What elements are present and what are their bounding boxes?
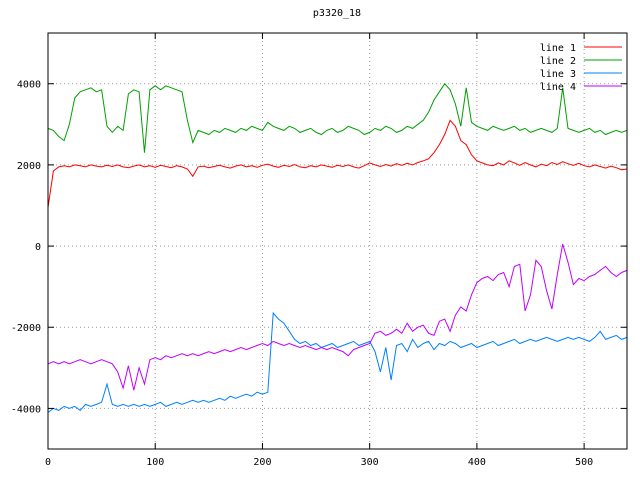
y-tick-label: -4000 [11,404,41,415]
legend-label-line-1: line 1 [540,43,576,54]
series-line-1 [47,119,628,208]
x-tick-label: 100 [146,457,164,468]
legend-label-line-3: line 3 [540,69,576,80]
y-tick-label: 2000 [17,161,41,172]
y-tick-label: 0 [35,242,41,253]
legend-label-line-4: line 4 [540,82,576,93]
y-tick-label: 4000 [17,80,41,91]
x-tick-label: 500 [575,457,593,468]
chart-title: p3320_18 [313,8,361,19]
x-tick-label: 300 [361,457,379,468]
series-group [47,82,628,413]
axis-ticks: 0 100 200 300 400 500 -4000 -2000 0 2000 4000 [11,33,627,468]
legend: line 1 line 2 line 3 line 4 [540,43,622,93]
x-tick-label: 400 [468,457,486,468]
series-line-4 [47,243,628,391]
x-tick-label: 200 [253,457,271,468]
series-line-2 [47,82,628,153]
series-line-3 [47,311,628,413]
plot-border [47,32,628,450]
x-tick-label: 0 [45,457,51,468]
y-tick-label: -2000 [11,323,41,334]
legend-label-line-2: line 2 [540,56,576,67]
